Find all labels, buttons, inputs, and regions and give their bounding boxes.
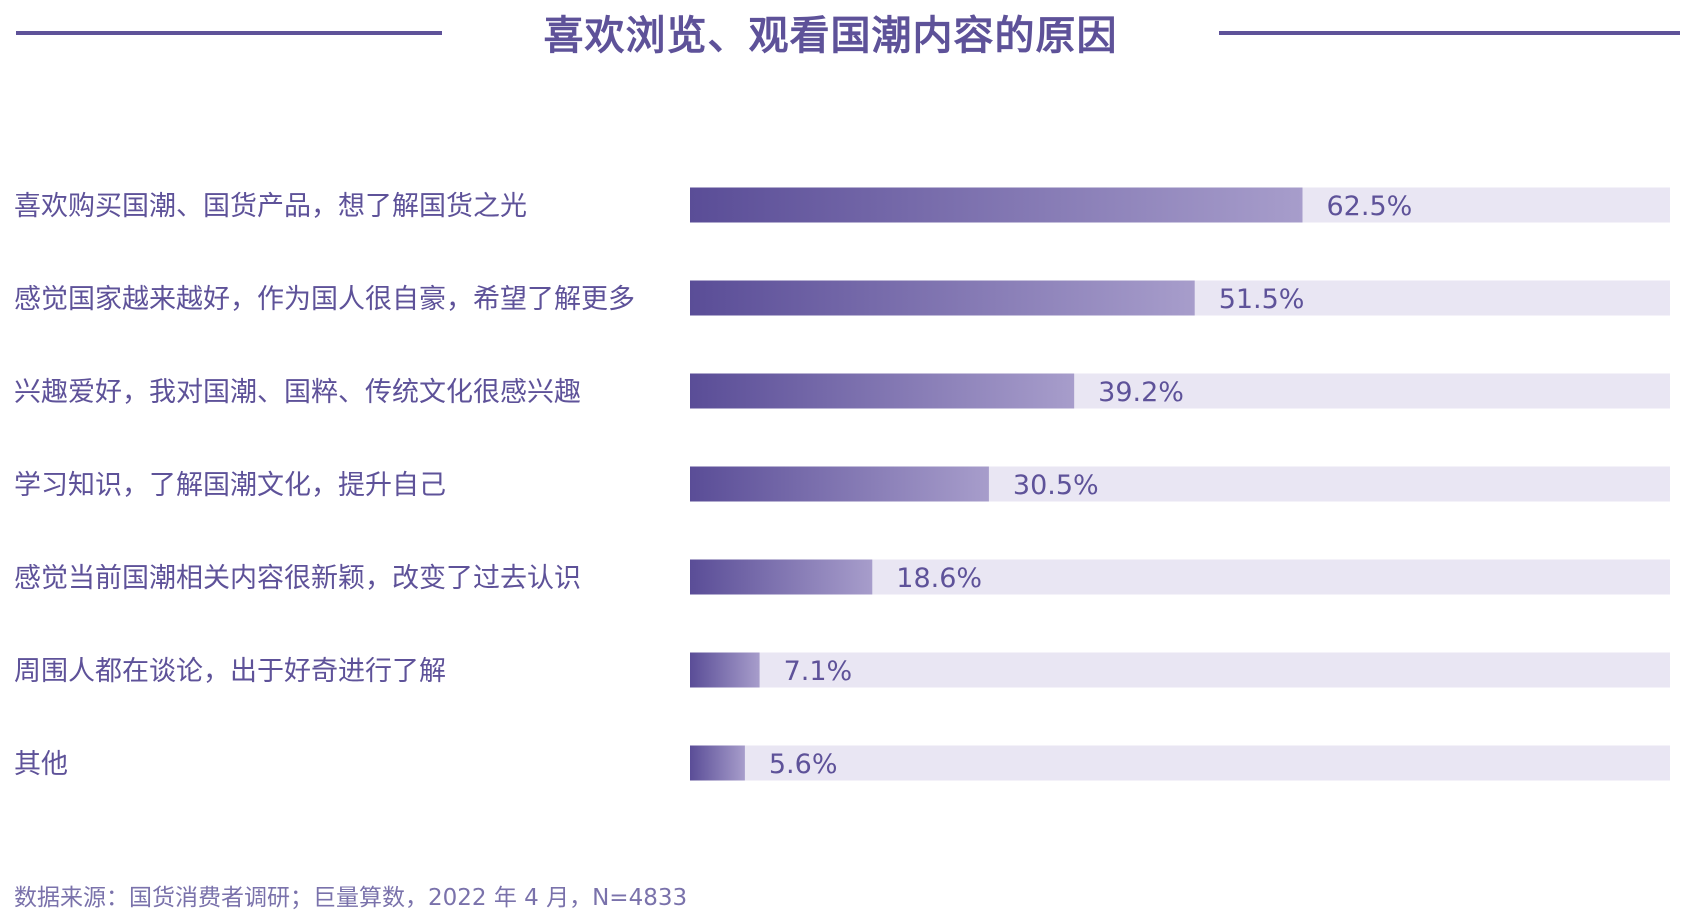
- bar: [690, 373, 1075, 409]
- category-label: 其他: [14, 749, 68, 780]
- category-label: 喜欢购买国潮、国货产品，想了解国货之光: [14, 191, 527, 222]
- bar: [690, 466, 989, 502]
- category-label: 兴趣爱好，我对国潮、国粹、传统文化很感兴趣: [14, 377, 581, 408]
- value-label: 7.1%: [784, 656, 853, 687]
- value-label: 5.6%: [769, 749, 838, 780]
- category-label: 感觉当前国潮相关内容很新颖，改变了过去认识: [14, 563, 581, 594]
- data-source-note: 数据来源：国货消费者调研；巨量算数，2022 年 4 月，N=4833: [14, 885, 688, 911]
- bar: [690, 187, 1303, 223]
- value-label: 62.5%: [1327, 191, 1413, 222]
- value-label: 18.6%: [896, 563, 982, 594]
- bar: [690, 652, 760, 688]
- value-label: 51.5%: [1219, 284, 1305, 315]
- bar-rows: 喜欢购买国潮、国货产品，想了解国货之光 62.5% 感觉国家越来越好，作为国人很自豪…: [14, 187, 1670, 781]
- value-label: 39.2%: [1098, 377, 1184, 408]
- value-label: 30.5%: [1013, 470, 1099, 501]
- category-label: 周围人都在谈论，出于好奇进行了解: [14, 656, 446, 687]
- title-rule-left: [16, 31, 442, 35]
- category-label: 学习知识，了解国潮文化，提升自己: [14, 470, 446, 501]
- category-label: 感觉国家越来越好，作为国人很自豪，希望了解更多: [14, 284, 635, 315]
- bar-track: [690, 745, 1670, 781]
- title-rule-right: [1219, 31, 1680, 35]
- bar: [690, 559, 873, 595]
- bar-track: [690, 652, 1670, 688]
- chart-title: 喜欢浏览、观看国潮内容的原因: [543, 13, 1118, 59]
- bar: [690, 745, 745, 781]
- bar: [690, 280, 1195, 316]
